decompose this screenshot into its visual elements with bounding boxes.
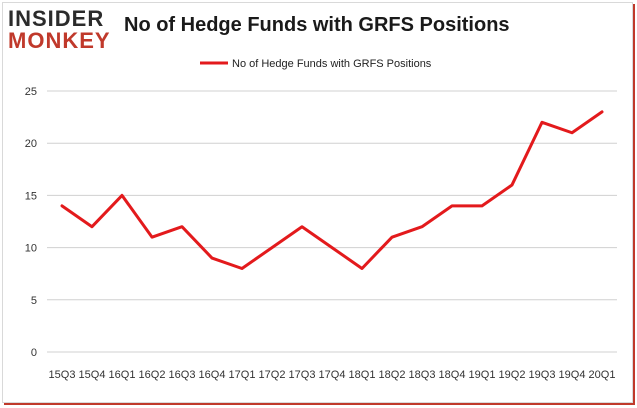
y-tick-label: 15 <box>25 190 37 202</box>
y-tick-label: 0 <box>31 347 37 359</box>
x-tick-label: 19Q2 <box>499 369 526 381</box>
x-tick-label: 16Q1 <box>109 369 136 381</box>
x-tick-label: 19Q1 <box>469 369 496 381</box>
chart-title: No of Hedge Funds with GRFS Positions <box>124 14 510 36</box>
y-tick-label: 5 <box>31 295 37 307</box>
x-tick-label: 18Q1 <box>349 369 376 381</box>
x-tick-label: 17Q2 <box>259 369 286 381</box>
series-line <box>60 110 604 270</box>
x-tick-label: 15Q4 <box>79 369 106 381</box>
x-tick-label: 16Q4 <box>199 369 226 381</box>
chart-frame <box>2 2 633 403</box>
x-tick-label: 15Q3 <box>49 369 76 381</box>
x-tick-label: 16Q2 <box>139 369 166 381</box>
x-tick-label: 17Q1 <box>229 369 256 381</box>
legend-label: No of Hedge Funds with GRFS Positions <box>232 58 432 70</box>
x-tick-label: 18Q2 <box>379 369 406 381</box>
y-tick-label: 20 <box>25 138 37 150</box>
y-tick-label: 25 <box>25 86 37 98</box>
x-tick-label: 16Q3 <box>169 369 196 381</box>
logo-line-1: INSIDER <box>8 6 105 31</box>
x-tick-label: 18Q4 <box>439 369 466 381</box>
logo-line-2: MONKEY <box>8 28 111 53</box>
x-tick-label: 18Q3 <box>409 369 436 381</box>
insider-monkey-logo: INSIDER MONKEY <box>8 6 118 54</box>
x-tick-label: 17Q4 <box>319 369 346 381</box>
x-tick-label: 19Q3 <box>529 369 556 381</box>
x-tick-label: 20Q1 <box>589 369 616 381</box>
x-tick-label: 19Q4 <box>559 369 586 381</box>
y-tick-label: 10 <box>25 243 37 255</box>
x-tick-label: 17Q3 <box>289 369 316 381</box>
